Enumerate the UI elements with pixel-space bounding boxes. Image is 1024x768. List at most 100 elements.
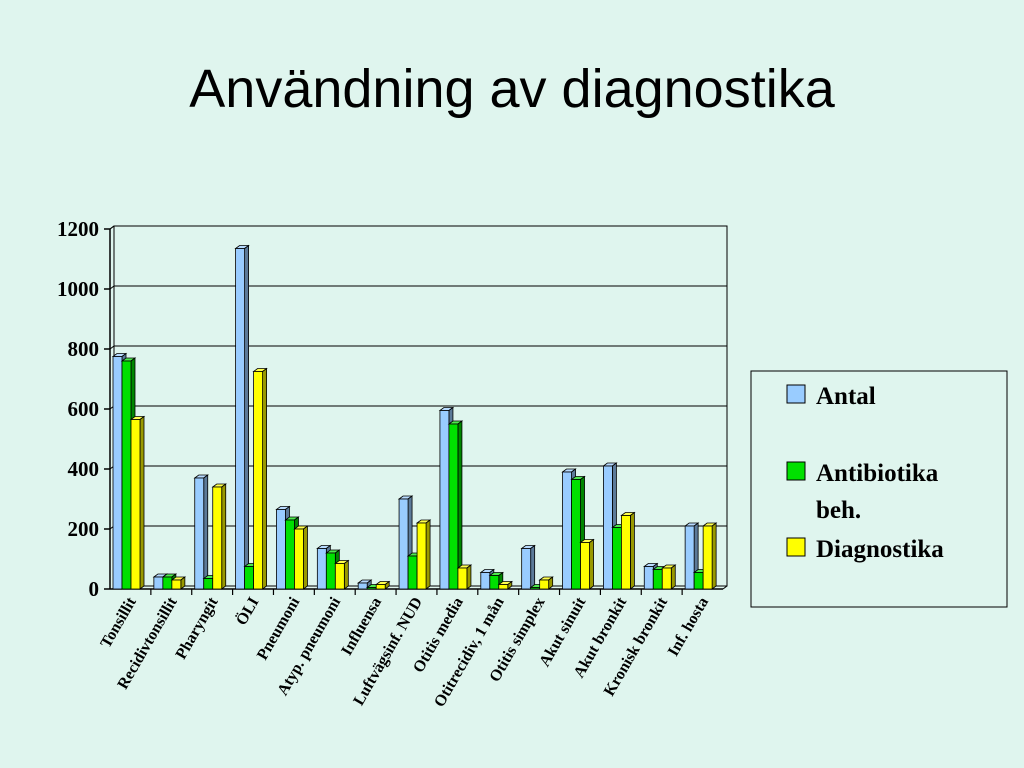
bar (211, 483, 227, 590)
bar-front (334, 563, 345, 590)
bar-side (711, 522, 717, 590)
y-tick-labels: 0 200 400 600 800 1000 1200 (57, 217, 99, 601)
slide-title: Användning av diagnostika (189, 59, 835, 119)
bar-front (661, 567, 672, 590)
bar-front (603, 465, 613, 590)
bar-side (244, 244, 250, 590)
x-tick-label: Influensa (338, 595, 385, 659)
bar (538, 576, 554, 590)
bar-front (439, 410, 450, 590)
bar-front (162, 576, 173, 590)
x-tick-label: Inf. hosta (665, 595, 712, 660)
bar-front (498, 584, 509, 590)
bar-front (325, 552, 336, 590)
bar-front (407, 555, 418, 590)
y-tick-label: 1000 (57, 277, 99, 301)
legend-swatch (786, 537, 806, 557)
y-tick-label: 200 (68, 517, 100, 541)
bar-side (139, 415, 145, 590)
bar-front (416, 522, 427, 590)
bar-front (702, 525, 713, 590)
bar-side (670, 564, 676, 590)
bar (415, 519, 432, 590)
bar (520, 544, 536, 590)
legend-swatch (786, 384, 806, 404)
legend-label: Antal (816, 383, 876, 410)
bar-side (530, 544, 536, 590)
legend-swatch (786, 461, 806, 481)
x-axis-depth (722, 585, 728, 590)
y-axis-depth (109, 225, 115, 230)
bar-front (253, 371, 264, 590)
bar (488, 571, 504, 590)
bar (129, 415, 146, 590)
bar-front (539, 579, 550, 590)
bar (447, 420, 464, 590)
bar (293, 525, 309, 590)
bar-side (343, 559, 349, 590)
legend-label: Antibiotika beh. (816, 460, 939, 524)
bar-front (480, 572, 491, 590)
y-tick-label: 0 (89, 577, 100, 601)
bar-front (571, 479, 581, 590)
bar-front (212, 486, 223, 590)
bar-front (398, 498, 409, 590)
bar-front (489, 575, 500, 590)
bar-front (457, 567, 468, 590)
bar-side (630, 511, 635, 590)
legend-box (750, 370, 1008, 608)
bar-front (652, 569, 663, 590)
bar (334, 559, 350, 590)
y-tick-label: 600 (68, 397, 100, 421)
bar-front (112, 356, 123, 590)
y-tick-label: 1200 (57, 217, 99, 241)
bar (252, 367, 268, 590)
bar-front (693, 572, 704, 590)
bar-front (366, 587, 377, 590)
bar-front (276, 509, 286, 590)
bar-front (244, 566, 255, 590)
bar-front (153, 576, 164, 590)
bar (456, 564, 473, 590)
bar-front (562, 471, 572, 590)
bar-side (457, 420, 463, 590)
legend-item: Diagnostika (786, 536, 944, 563)
bar-front (171, 579, 182, 590)
bar-side (262, 367, 268, 590)
bar-front (316, 548, 327, 590)
bar-front (294, 528, 304, 590)
bar-side (203, 474, 209, 590)
bar-front (203, 578, 214, 590)
bar-front (121, 360, 132, 590)
bar-front (448, 423, 459, 590)
x-tick-label: ÖLI (232, 594, 262, 628)
bar-side (589, 538, 594, 590)
bar (497, 580, 513, 590)
bar-front (580, 542, 590, 590)
bar-side (303, 525, 308, 590)
bar (375, 580, 391, 590)
bar-side (425, 519, 431, 590)
bar (661, 564, 677, 590)
bar-front (612, 527, 622, 590)
bar-front (643, 566, 654, 590)
bar (701, 522, 718, 590)
bar-front (130, 419, 141, 590)
bar (234, 244, 250, 590)
bar-front (684, 525, 695, 590)
x-tick-label: Tonsillit (97, 594, 140, 651)
bar-front (194, 477, 205, 590)
bar (170, 576, 187, 590)
y-tick-label: 400 (68, 457, 100, 481)
bar-side (466, 564, 472, 590)
bar (193, 474, 209, 590)
bar (579, 538, 595, 590)
legend: Antal Antibiotika beh. Diagnostika (750, 370, 1008, 608)
bar-front (621, 515, 631, 590)
bar-front (235, 248, 246, 590)
legend-item: Antibiotika beh. (786, 460, 939, 524)
bars (111, 244, 718, 590)
bar-front (285, 519, 295, 590)
